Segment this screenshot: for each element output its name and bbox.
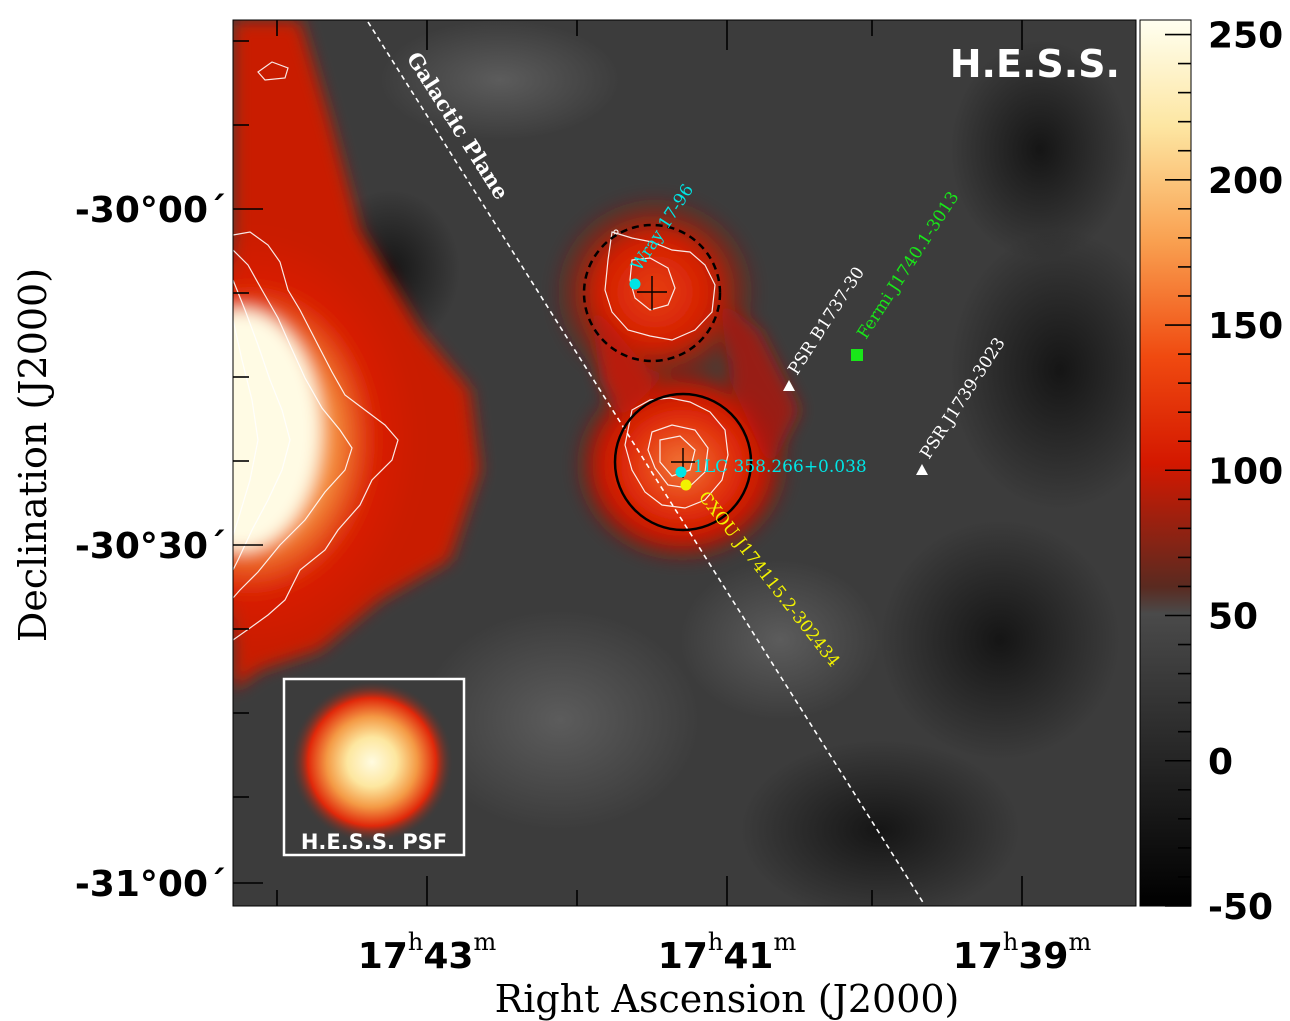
source-marker-circle <box>629 278 641 290</box>
source-marker-circle <box>680 479 692 491</box>
colorbar-tick-label: 150 <box>1208 306 1283 347</box>
colorbar-tick-label: 0 <box>1208 742 1233 783</box>
galactic-plane-line <box>367 21 925 905</box>
y-axis-label: Declination (J2000) <box>11 268 55 642</box>
psf-label: H.E.S.S. PSF <box>301 830 447 854</box>
x-tick-label: 17h39m <box>953 928 1092 977</box>
y-tick-label: -30°30´ <box>75 526 226 567</box>
colorbar-tick-label: 250 <box>1208 16 1283 57</box>
source-marker-square <box>851 349 863 361</box>
colorbar-tick-label: -50 <box>1208 887 1273 928</box>
significance-map: H.E.S.S. PSF Galactic Plane H.E.S.S. Wra… <box>233 20 1136 906</box>
psf-inset: H.E.S.S. PSF <box>282 677 466 857</box>
x-tick-label: 17h41m <box>658 928 797 977</box>
colorbar-tick-label: 100 <box>1208 451 1283 492</box>
source-marker-triangle <box>916 464 928 475</box>
source-region-circle-solid <box>613 392 753 532</box>
source-label: 1LC 358.266+0.038 <box>693 457 867 477</box>
source-marker-circle <box>675 466 687 478</box>
source-region-circle-dashed <box>582 223 722 363</box>
source-1: 1LC 358.266+0.038 <box>675 457 867 478</box>
axis-ticks <box>233 20 1023 906</box>
x-axis-label: Right Ascension (J2000) <box>495 977 960 1021</box>
x-tick-label: 17h43m <box>358 928 497 977</box>
chart-title: H.E.S.S. <box>950 42 1120 86</box>
y-tick-label: -31°00´ <box>75 864 226 905</box>
colorbar-tick-label: 200 <box>1208 161 1283 202</box>
x-tick-labels: 17h43m 17h41m 17h39m <box>358 928 1092 977</box>
y-tick-label: -30°00´ <box>75 190 226 231</box>
source-marker-triangle <box>783 380 795 391</box>
colorbar: 250 200 150 100 50 0 -50 <box>1139 16 1283 928</box>
colorbar-tick-label: 50 <box>1208 597 1258 638</box>
y-tick-labels: -30°00´ -30°30´ -31°00´ <box>75 190 226 905</box>
